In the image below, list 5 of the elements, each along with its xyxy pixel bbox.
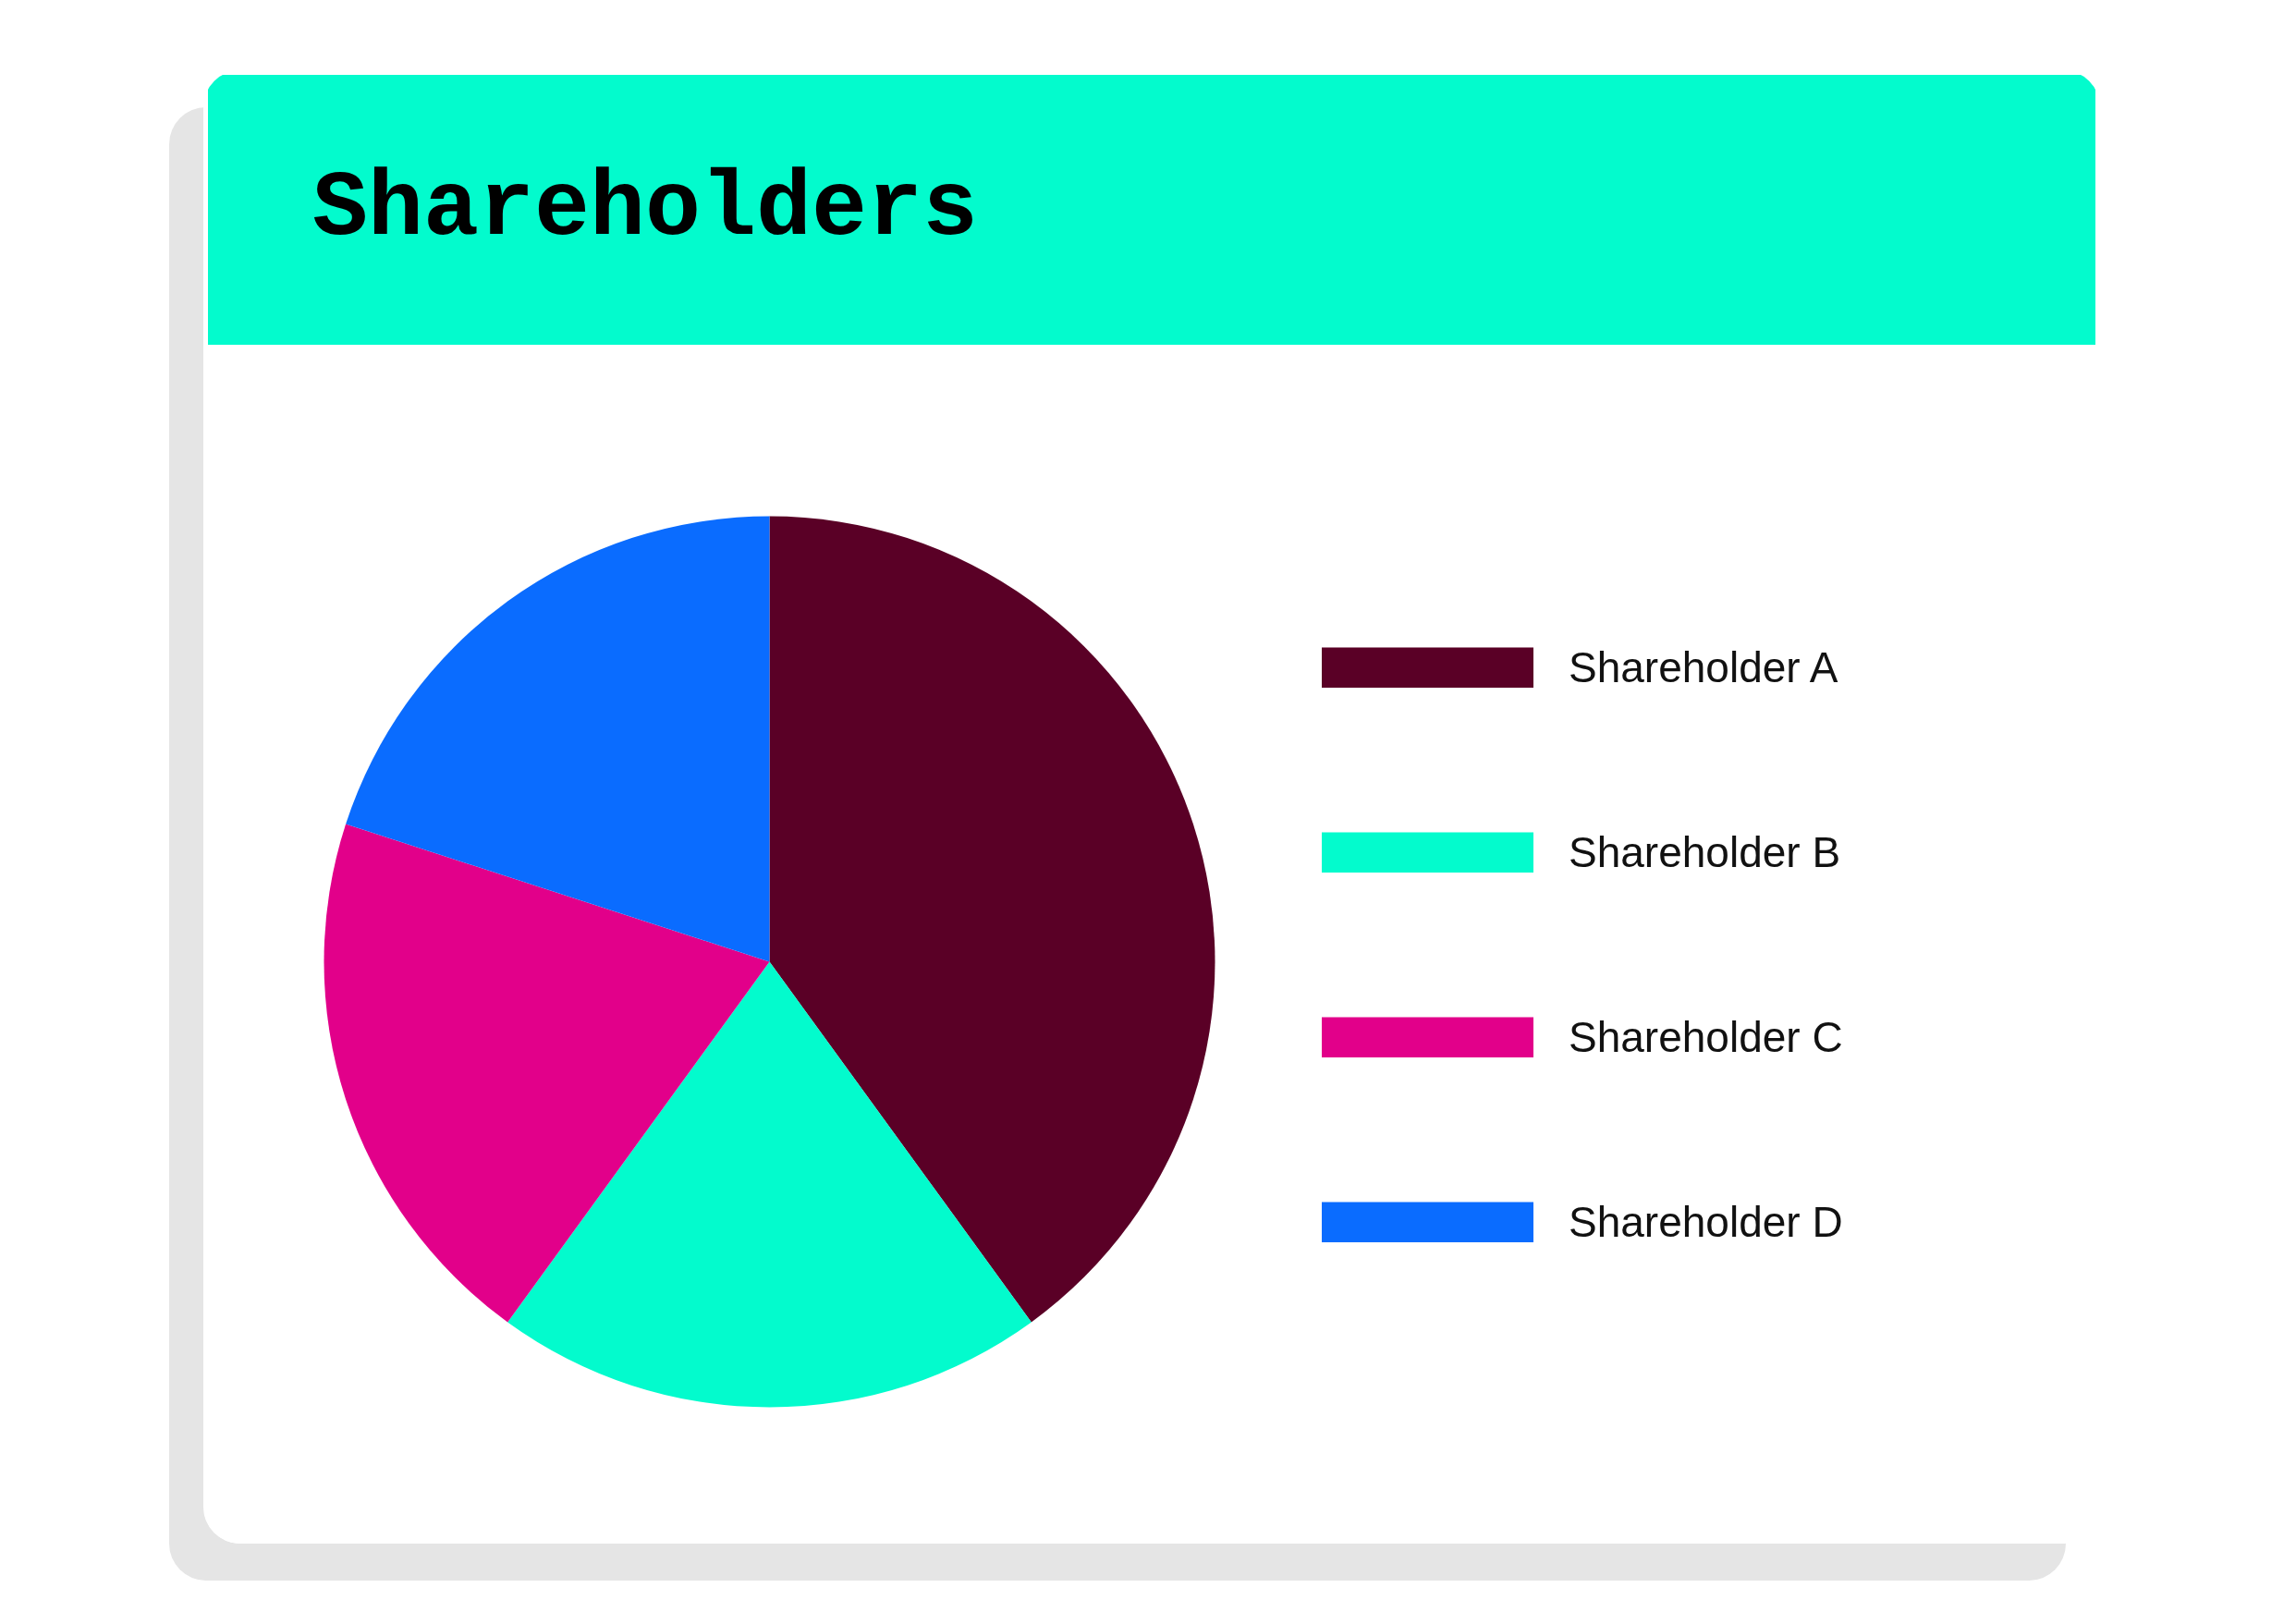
legend-label: Shareholder D <box>1569 1197 1843 1247</box>
legend-label: Shareholder C <box>1569 1012 1843 1062</box>
legend-label: Shareholder A <box>1569 642 1838 692</box>
chart-title: Shareholders <box>311 156 979 263</box>
legend-label: Shareholder B <box>1569 827 1841 877</box>
